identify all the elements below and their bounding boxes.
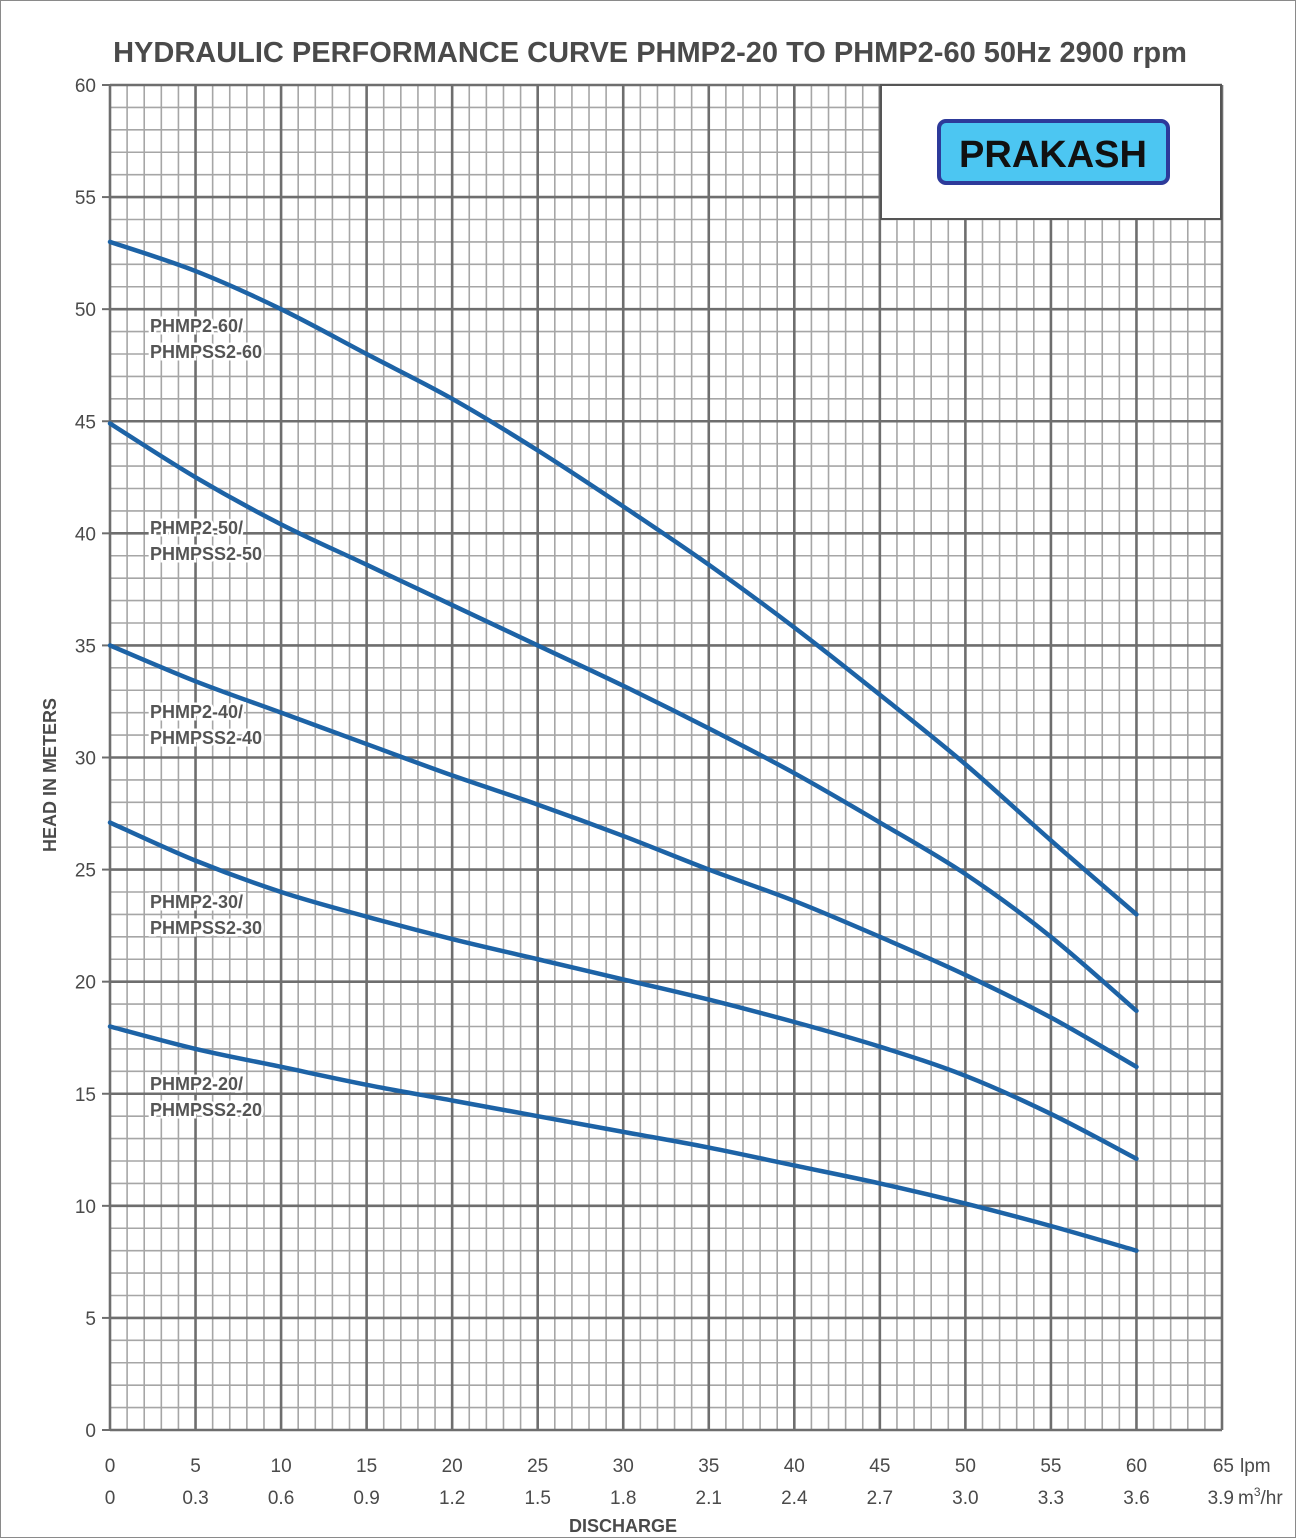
curve-label: PHMPSS2-40 xyxy=(150,728,262,748)
x-tick-label-lpm: 35 xyxy=(698,1456,719,1477)
x-unit-m3hr: m3/hr xyxy=(1238,1485,1283,1509)
y-axis-label: HEAD IN METERS xyxy=(40,698,60,852)
x-tick-label-lpm: 15 xyxy=(356,1456,377,1477)
x-tick-label-lpm: 45 xyxy=(869,1456,890,1477)
y-tick-label: 45 xyxy=(75,412,96,433)
x-tick-label-m3hr: 0.6 xyxy=(268,1488,294,1509)
x-unit-m3hr-sup: 3 xyxy=(1254,1485,1261,1499)
x-tick-label-lpm: 5 xyxy=(190,1456,201,1477)
y-tick-label: 40 xyxy=(75,524,96,545)
x-tick-label-m3hr: 0 xyxy=(105,1488,116,1509)
y-tick-label: 30 xyxy=(75,749,96,770)
x-tick-label-m3hr: 2.7 xyxy=(867,1488,893,1509)
curve-label: PHMP2-30/ xyxy=(150,892,243,912)
curve-labels: PHMP2-60/PHMPSS2-60 PHMP2-50/PHMPSS2-50 PH… xyxy=(148,314,265,1123)
y-tick-label: 60 xyxy=(75,76,96,97)
x-tick-label-lpm: 60 xyxy=(1126,1456,1147,1477)
curve-label: PHMPSS2-50 xyxy=(150,544,262,564)
curves xyxy=(107,239,1139,1253)
x-unit-m3hr-base: m xyxy=(1238,1488,1254,1509)
x-tick-label-lpm: 40 xyxy=(784,1456,805,1477)
x-tick-label-lpm: 55 xyxy=(1040,1456,1061,1477)
x-tick-label-m3hr: 1.5 xyxy=(524,1488,550,1509)
curve-label: PHMPSS2-30 xyxy=(150,918,262,938)
x-tick-label-m3hr: 0.9 xyxy=(353,1488,379,1509)
x-tick-label-lpm: 30 xyxy=(613,1456,634,1477)
curve-label: PHMPSS2-20 xyxy=(150,1100,262,1120)
x-tick-labels: 0 5 10 15 20 25 30 35 40 45 50 55 60 65 0 0.3 0.6 0.9 1.2 1… xyxy=(105,1456,1234,1509)
x-tick-label-lpm: 65 xyxy=(1213,1456,1234,1477)
x-tick-label-m3hr: 3.3 xyxy=(1038,1488,1064,1509)
x-tick-label-lpm: 25 xyxy=(527,1456,548,1477)
x-tick-label-lpm: 10 xyxy=(271,1456,292,1477)
y-tick-label: 20 xyxy=(75,973,96,994)
curve-line xyxy=(107,239,1139,917)
x-tick-label-m3hr: 3.6 xyxy=(1123,1488,1149,1509)
y-tick-label: 15 xyxy=(75,1085,96,1106)
y-tick-label: 10 xyxy=(75,1197,96,1218)
x-tick-label-m3hr: 3.0 xyxy=(952,1488,978,1509)
y-tick-label: 5 xyxy=(85,1309,96,1330)
curve-line xyxy=(107,1024,1139,1253)
y-tick-label: 35 xyxy=(75,636,96,657)
x-tick-label-lpm: 0 xyxy=(105,1456,116,1477)
logo-text: PRAKASH xyxy=(959,134,1147,176)
curve-label: PHMP2-20/ xyxy=(150,1074,243,1094)
curve-label: PHMP2-60/ xyxy=(150,316,243,336)
curve-line xyxy=(107,643,1139,1070)
x-tick-label-m3hr: 0.3 xyxy=(182,1488,208,1509)
y-tick-label: 50 xyxy=(75,300,96,321)
x-tick-label-m3hr: 2.4 xyxy=(781,1488,808,1509)
chart-title: HYDRAULIC PERFORMANCE CURVE PHMP2-20 TO … xyxy=(113,37,1187,69)
x-axis-label: DISCHARGE xyxy=(569,1516,677,1536)
x-tick-label-m3hr: 2.1 xyxy=(696,1488,722,1509)
x-unit-m3hr-tail: /hr xyxy=(1261,1488,1284,1509)
x-tick-label-lpm: 20 xyxy=(442,1456,463,1477)
curve-line xyxy=(107,820,1139,1162)
logo-box: PRAKASH xyxy=(880,84,1222,220)
y-tick-label: 0 xyxy=(85,1421,96,1442)
x-tick-label-lpm: 50 xyxy=(955,1456,976,1477)
y-tick-label: 25 xyxy=(75,861,96,882)
curve-label: PHMP2-40/ xyxy=(150,702,243,722)
x-tick-label-m3hr: 1.8 xyxy=(610,1488,636,1509)
x-tick-label-m3hr: 3.9 xyxy=(1208,1488,1234,1509)
x-unit-lpm: lpm xyxy=(1240,1456,1271,1477)
y-tick-label: 55 xyxy=(75,188,96,209)
x-tick-label-m3hr: 1.2 xyxy=(439,1488,465,1509)
curve-label: PHMPSS2-60 xyxy=(150,342,262,362)
prakash-logo xyxy=(937,119,1170,185)
curve-line xyxy=(107,421,1139,1014)
curve-label: PHMP2-50/ xyxy=(150,518,243,538)
